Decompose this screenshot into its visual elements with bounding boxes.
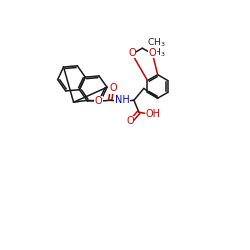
Text: O: O bbox=[94, 96, 102, 106]
Text: O: O bbox=[126, 116, 134, 126]
Text: OH: OH bbox=[145, 109, 160, 119]
Text: NH: NH bbox=[115, 95, 130, 105]
Text: CH$_3$: CH$_3$ bbox=[147, 47, 166, 60]
Text: O: O bbox=[149, 48, 156, 58]
Text: O: O bbox=[128, 48, 136, 58]
Text: O: O bbox=[109, 84, 117, 94]
Text: CH$_3$: CH$_3$ bbox=[147, 37, 166, 50]
